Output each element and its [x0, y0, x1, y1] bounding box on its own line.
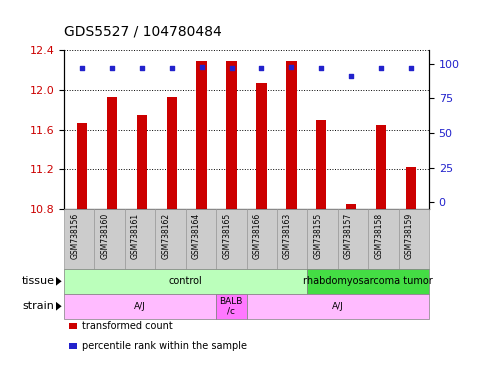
- Bar: [406, 167, 416, 209]
- Point: [317, 65, 325, 71]
- Bar: [167, 97, 177, 209]
- Text: transformed count: transformed count: [82, 321, 173, 331]
- Point: [168, 65, 176, 71]
- Bar: [196, 61, 207, 209]
- Text: GSM738164: GSM738164: [192, 213, 201, 259]
- Text: BALB
/c: BALB /c: [219, 296, 243, 316]
- Point: [78, 65, 86, 71]
- Bar: [77, 122, 87, 209]
- Text: GSM738166: GSM738166: [253, 213, 262, 259]
- Point: [287, 63, 295, 70]
- Text: GSM738161: GSM738161: [131, 213, 140, 259]
- Bar: [286, 61, 297, 209]
- Text: GDS5527 / 104780484: GDS5527 / 104780484: [64, 25, 222, 39]
- Text: A/J: A/J: [332, 302, 344, 311]
- Point: [347, 73, 355, 79]
- Text: GSM738159: GSM738159: [405, 213, 414, 259]
- Text: rhabdomyosarcoma tumor: rhabdomyosarcoma tumor: [303, 276, 433, 286]
- Text: strain: strain: [23, 301, 55, 311]
- Bar: [376, 125, 387, 209]
- Text: GSM738156: GSM738156: [70, 213, 79, 259]
- Point: [198, 63, 206, 70]
- Bar: [137, 115, 147, 209]
- Polygon shape: [56, 302, 62, 311]
- Point: [257, 65, 265, 71]
- Text: GSM738158: GSM738158: [374, 213, 384, 259]
- Bar: [346, 204, 356, 209]
- Point: [108, 65, 116, 71]
- Text: GSM738165: GSM738165: [222, 213, 231, 259]
- Text: GSM738157: GSM738157: [344, 213, 353, 259]
- Polygon shape: [56, 276, 62, 286]
- Point: [407, 65, 415, 71]
- Text: GSM738162: GSM738162: [162, 213, 171, 259]
- Bar: [226, 61, 237, 209]
- Text: GSM738160: GSM738160: [101, 213, 109, 259]
- Text: A/J: A/J: [134, 302, 146, 311]
- Point: [228, 65, 236, 71]
- Text: percentile rank within the sample: percentile rank within the sample: [82, 341, 247, 351]
- Point: [138, 65, 146, 71]
- Bar: [106, 97, 117, 209]
- Bar: [316, 120, 326, 209]
- Text: GSM738163: GSM738163: [283, 213, 292, 259]
- Bar: [256, 83, 267, 209]
- Text: control: control: [169, 276, 203, 286]
- Text: tissue: tissue: [22, 276, 55, 286]
- Text: GSM738155: GSM738155: [314, 213, 322, 259]
- Point: [377, 65, 385, 71]
